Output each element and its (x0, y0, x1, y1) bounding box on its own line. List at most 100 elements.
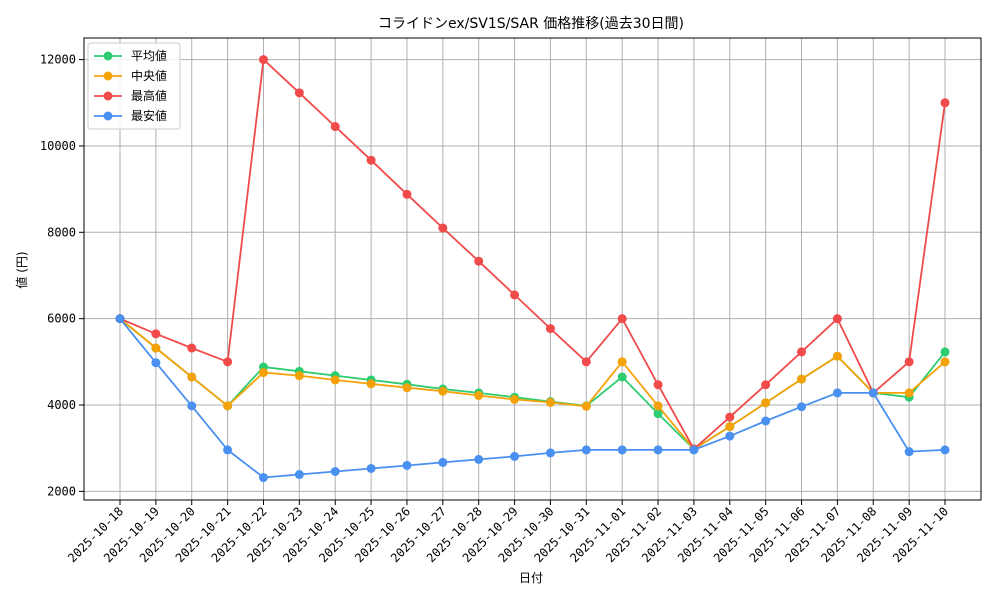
y-axis: 2000 4000 6000 8000 10000 12000 (40, 53, 84, 498)
data-point (617, 357, 627, 367)
series-0 (115, 314, 950, 454)
data-point (904, 388, 914, 398)
data-point (797, 374, 807, 384)
legend-item-2: 最高値 (94, 88, 167, 103)
legend-label: 最高値 (131, 88, 167, 103)
data-point (474, 391, 484, 401)
y-tick-label: 6000 (47, 312, 76, 326)
data-point (940, 98, 950, 108)
data-point (438, 223, 448, 233)
data-point (510, 394, 520, 404)
data-point (617, 445, 627, 455)
data-point (581, 357, 591, 367)
series-1 (115, 314, 950, 454)
data-point (366, 463, 376, 473)
data-point (653, 409, 663, 419)
data-point (510, 451, 520, 461)
data-point (510, 290, 520, 300)
data-point (223, 401, 233, 411)
data-point (868, 388, 878, 398)
data-point (223, 445, 233, 455)
data-point (366, 379, 376, 389)
series-3 (115, 314, 950, 483)
legend-label: 最安値 (131, 108, 167, 123)
series-line (119, 318, 946, 451)
data-point (725, 422, 735, 432)
data-point (187, 372, 197, 382)
data-point (689, 445, 699, 455)
data-point (474, 454, 484, 464)
series-2 (115, 55, 950, 454)
data-point (904, 447, 914, 457)
legend-marker (103, 51, 113, 61)
data-point (797, 347, 807, 357)
data-point (725, 431, 735, 441)
data-point (725, 412, 735, 422)
data-point (330, 467, 340, 477)
data-point (223, 357, 233, 367)
data-point (151, 358, 161, 368)
chart-title: コライドンex/SV1S/SAR 価格推移(過去30日間) (378, 16, 684, 32)
x-axis-label: 日付 (519, 571, 543, 585)
legend-item-0: 平均値 (94, 48, 167, 63)
data-point (438, 457, 448, 467)
data-point (187, 401, 197, 411)
data-point (797, 402, 807, 412)
data-point (258, 473, 268, 483)
data-point (940, 347, 950, 357)
data-point (187, 343, 197, 353)
data-point (832, 388, 842, 398)
legend-label: 平均値 (131, 48, 167, 63)
data-point (294, 88, 304, 98)
data-point (581, 401, 591, 411)
data-point (258, 368, 268, 378)
x-axis: 2025-10-182025-10-192025-10-202025-10-21… (65, 500, 951, 565)
data-point (940, 357, 950, 367)
y-axis-label: 値 (円) (14, 251, 29, 288)
data-point (940, 445, 950, 455)
data-point (151, 329, 161, 339)
data-point (438, 386, 448, 396)
data-point (581, 445, 591, 455)
data-point (904, 357, 914, 367)
data-point (115, 314, 125, 324)
legend-label: 中央値 (131, 68, 167, 83)
data-point (761, 416, 771, 426)
data-point (402, 460, 412, 470)
data-point (294, 470, 304, 480)
data-point (545, 448, 555, 458)
data-point (366, 155, 376, 165)
data-point (294, 371, 304, 381)
legend-marker (103, 111, 113, 121)
legend-marker (103, 71, 113, 81)
data-point (617, 372, 627, 382)
data-point (474, 256, 484, 266)
y-tick-label: 8000 (47, 225, 76, 239)
series-line (119, 318, 946, 479)
y-tick-label: 10000 (40, 139, 76, 153)
data-point (545, 397, 555, 407)
plot-area-frame (83, 37, 982, 501)
data-point (761, 380, 771, 390)
legend-marker (103, 91, 113, 101)
data-point (402, 383, 412, 393)
grid (84, 38, 981, 500)
legend-frame (87, 42, 181, 130)
data-point (653, 380, 663, 390)
series-line (119, 318, 946, 451)
data-point (617, 314, 627, 324)
series-line (119, 57, 946, 451)
y-tick-label: 12000 (40, 53, 76, 67)
legend-item-1: 中央値 (94, 68, 167, 83)
legend-item-3: 最安値 (94, 108, 167, 123)
y-tick-label: 4000 (47, 398, 76, 412)
data-point (653, 445, 663, 455)
data-point (402, 189, 412, 199)
data-point (330, 122, 340, 132)
data-point (330, 375, 340, 385)
data-point (761, 398, 771, 408)
data-point (832, 351, 842, 361)
series-group (115, 55, 950, 483)
